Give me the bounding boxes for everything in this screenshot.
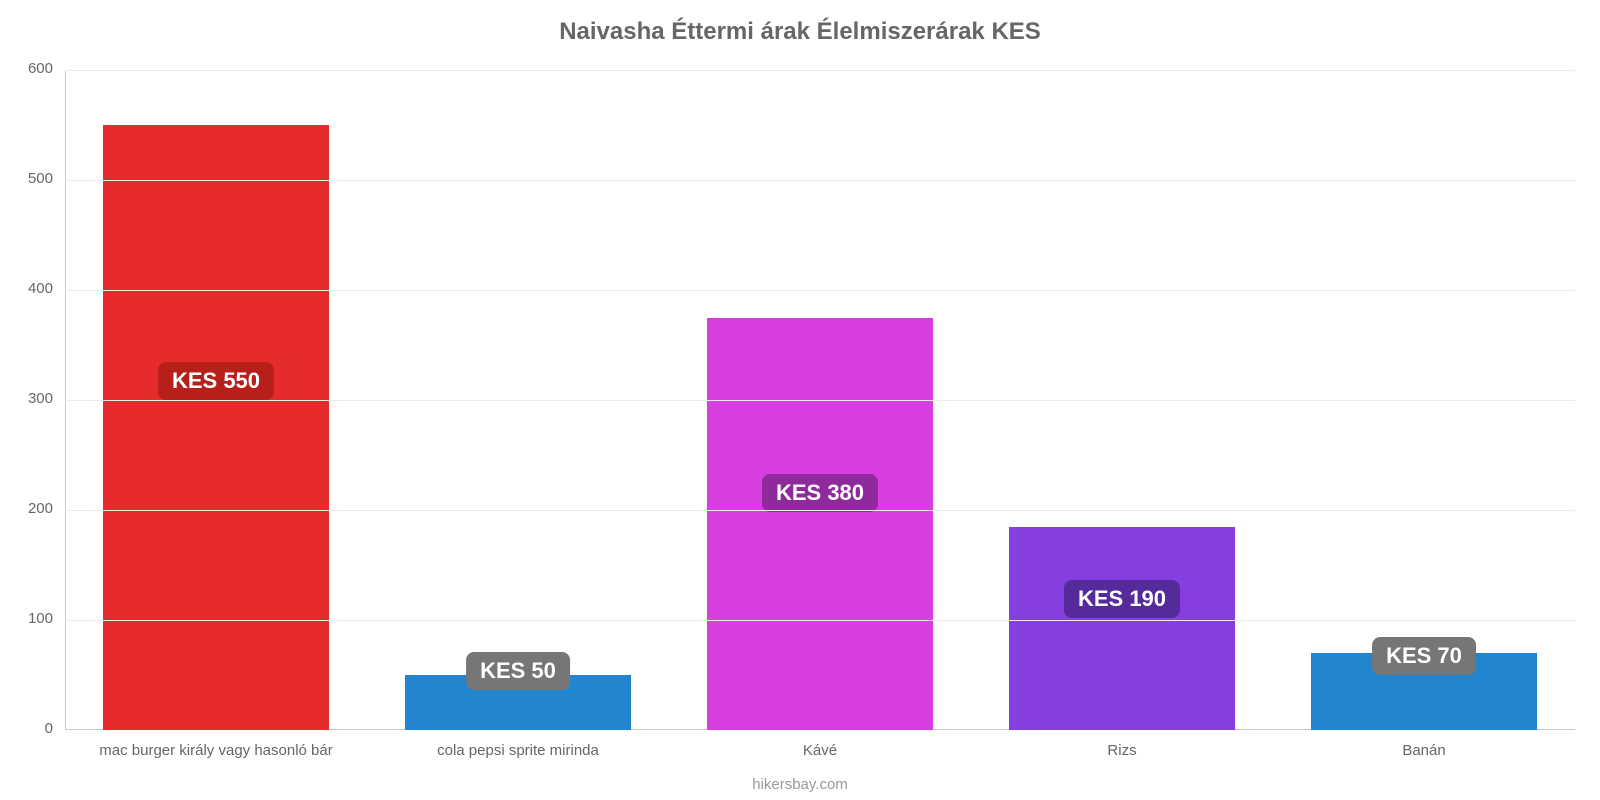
x-category-label: Banán xyxy=(1402,742,1445,759)
price-bar-chart: Naivasha Éttermi árak Élelmiszerárak KES… xyxy=(0,0,1600,800)
chart-title: Naivasha Éttermi árak Élelmiszerárak KES xyxy=(0,18,1600,46)
x-category-label: mac burger király vagy hasonló bár xyxy=(99,742,332,759)
x-category-label: cola pepsi sprite mirinda xyxy=(437,742,599,759)
bar-value-badge: KES 70 xyxy=(1372,637,1476,675)
bar xyxy=(707,318,934,731)
grid-line xyxy=(65,290,1575,291)
chart-footer: hikersbay.com xyxy=(0,776,1600,793)
bar-value-badge: KES 550 xyxy=(158,362,274,400)
grid-line xyxy=(65,620,1575,621)
bar xyxy=(103,125,330,730)
y-tick-label: 200 xyxy=(0,500,53,517)
x-category-label: Kávé xyxy=(803,742,837,759)
grid-line xyxy=(65,510,1575,511)
y-tick-label: 0 xyxy=(0,720,53,737)
y-tick-label: 400 xyxy=(0,280,53,297)
bar-value-badge: KES 380 xyxy=(762,474,878,512)
grid-line xyxy=(65,180,1575,181)
grid-line xyxy=(65,400,1575,401)
bar-value-badge: KES 190 xyxy=(1064,580,1180,618)
y-tick-label: 300 xyxy=(0,390,53,407)
bar-value-badge: KES 50 xyxy=(466,652,570,690)
y-tick-label: 600 xyxy=(0,60,53,77)
plot-area: KES 550KES 50KES 380KES 190KES 70 010020… xyxy=(65,70,1575,730)
bar xyxy=(1009,527,1236,731)
y-tick-label: 100 xyxy=(0,610,53,627)
grid-line xyxy=(65,70,1575,71)
y-tick-label: 500 xyxy=(0,170,53,187)
x-category-label: Rizs xyxy=(1107,742,1136,759)
